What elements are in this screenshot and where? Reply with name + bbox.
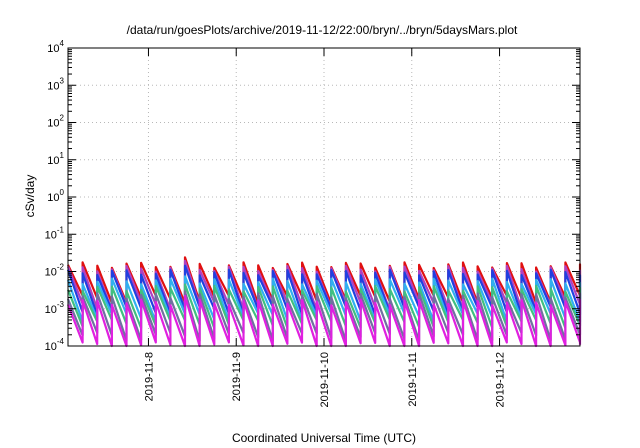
- y-tick-base: 10: [45, 267, 57, 279]
- grid-layer: [68, 48, 580, 346]
- y-tick-label: 10-3: [45, 300, 65, 316]
- y-tick-exponent: -2: [57, 263, 65, 272]
- y-tick-base: 10: [47, 192, 59, 204]
- y-tick-base: 10: [47, 155, 59, 167]
- x-tick-label: 2019-11-12: [495, 352, 507, 407]
- y-tick-base: 10: [45, 341, 57, 353]
- x-tick-label: 2019-11-9: [231, 352, 243, 401]
- chart-title: /data/run/goesPlots/archive/2019-11-12/2…: [127, 23, 518, 37]
- y-tick-base: 10: [47, 118, 59, 130]
- y-tick-label: 10-2: [45, 263, 65, 279]
- x-tick-label: 2019-11-11: [407, 352, 419, 407]
- y-tick-exponent: 3: [60, 76, 65, 85]
- y-tick-exponent: 1: [60, 151, 65, 160]
- series-layer: [66, 256, 582, 348]
- y-axis-label: cSv/day: [23, 175, 37, 218]
- y-tick-label: 100: [47, 188, 64, 204]
- y-tick-exponent: -3: [57, 300, 65, 309]
- y-tick-label: 10-1: [45, 225, 65, 241]
- y-tick-exponent: 2: [60, 114, 65, 123]
- y-tick-label: 103: [47, 76, 64, 92]
- y-tick-label: 10-4: [45, 337, 65, 353]
- y-tick-exponent: 4: [60, 39, 65, 48]
- y-tick-exponent: 0: [60, 188, 65, 197]
- y-tick-label: 102: [47, 114, 64, 130]
- ticks-layer: 10-410-310-210-11001011021031042019-11-8…: [45, 39, 580, 407]
- x-tick-label: 2019-11-8: [143, 352, 155, 401]
- y-tick-label: 101: [47, 151, 64, 167]
- x-tick-label: 2019-11-10: [319, 352, 331, 407]
- y-tick-base: 10: [45, 304, 57, 316]
- y-tick-exponent: -1: [57, 225, 65, 234]
- y-tick-base: 10: [47, 80, 59, 92]
- x-axis-label: Coordinated Universal Time (UTC): [232, 431, 416, 445]
- y-tick-exponent: -4: [57, 337, 65, 346]
- y-tick-base: 10: [45, 229, 57, 241]
- y-tick-base: 10: [47, 43, 59, 55]
- y-tick-label: 104: [47, 39, 64, 55]
- series-line: [66, 294, 582, 348]
